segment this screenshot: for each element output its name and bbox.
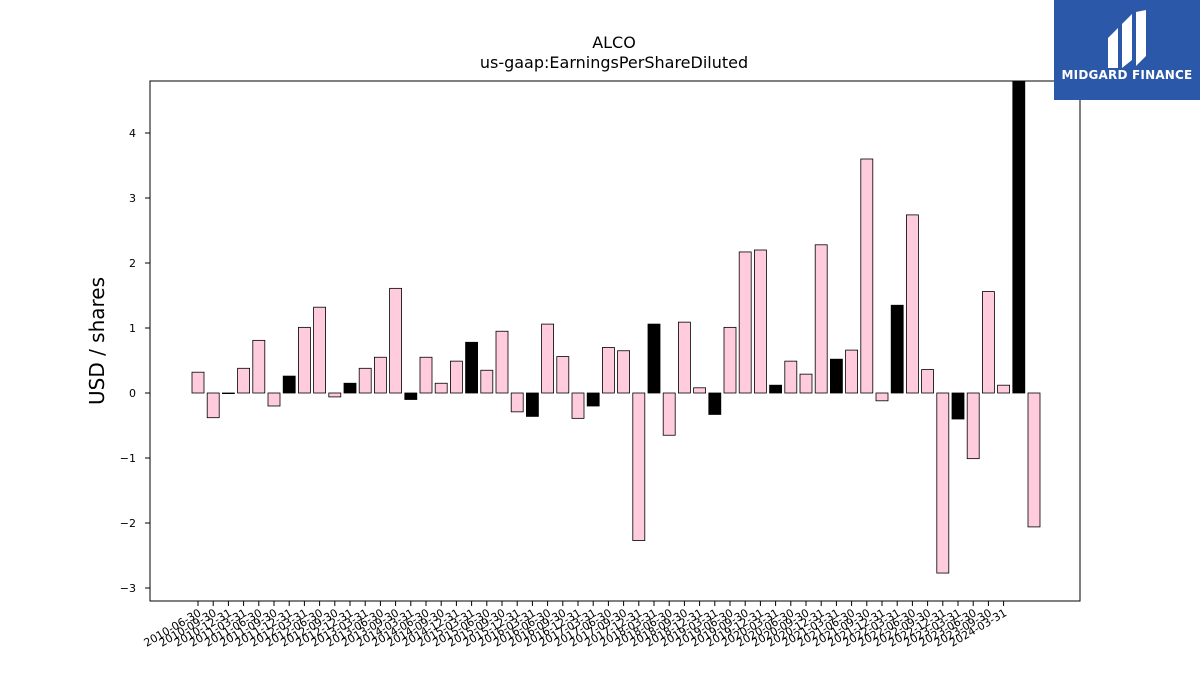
chart-title: ALCO (592, 33, 636, 52)
bar-44 (860, 158, 874, 394)
bar-20 (495, 330, 509, 394)
bar-2 (221, 392, 235, 395)
bar-26 (586, 392, 600, 407)
bar-4 (252, 339, 266, 394)
bar-51 (966, 392, 980, 460)
bar-23 (541, 323, 554, 394)
bar-21 (510, 392, 524, 413)
midgard-logo-icon (1108, 10, 1146, 68)
logo-text: MIDGARD FINANCE (1061, 68, 1193, 82)
bar-43 (845, 349, 858, 394)
y-axis: −3 −2 −1 0 1 2 3 4 (120, 127, 150, 595)
bar-13 (389, 287, 403, 394)
bar-50 (951, 392, 965, 420)
bar-19 (480, 369, 494, 394)
bar-14 (404, 392, 418, 400)
bar-41 (814, 244, 828, 394)
bars-group (191, 80, 1041, 574)
bar-36 (738, 251, 752, 394)
bar-24 (556, 356, 570, 394)
bar-9 (328, 392, 342, 398)
x-axis: 2010-06-302010-09-302010-12-312011-03-31… (142, 601, 1009, 650)
bar-3 (237, 367, 251, 394)
bar-35 (723, 326, 737, 394)
y-tick-label: 1 (129, 322, 136, 335)
bar-33 (693, 387, 706, 394)
bar-7 (297, 326, 311, 394)
bar-10 (343, 382, 357, 394)
bar-29 (632, 392, 646, 541)
bar-54 (1012, 80, 1026, 394)
plot-frame (149, 80, 1081, 602)
chart-subtitle: us-gaap:EarningsPerShareDiluted (480, 53, 748, 72)
bar-22 (526, 392, 539, 417)
y-tick-label: 0 (129, 387, 136, 400)
bar-48 (921, 369, 934, 394)
bar-53 (997, 384, 1010, 394)
bar-47 (906, 214, 919, 394)
bar-30 (647, 323, 661, 394)
bar-31 (662, 392, 676, 436)
bar-46 (890, 304, 904, 394)
y-tick-label: −3 (120, 582, 136, 595)
bar-39 (784, 360, 798, 394)
bar-5 (267, 392, 281, 407)
bar-0 (191, 371, 205, 394)
bar-32 (678, 321, 691, 394)
bar-37 (754, 249, 767, 394)
bar-1 (206, 392, 220, 419)
bar-49 (936, 392, 950, 574)
bar-45 (875, 392, 889, 402)
bar-38 (769, 384, 782, 394)
bar-11 (358, 367, 372, 394)
bar-25 (571, 392, 585, 419)
bar-17 (449, 360, 463, 394)
bar-27 (602, 347, 615, 394)
bar-55 (1027, 392, 1041, 528)
y-tick-label: 3 (129, 192, 136, 205)
bar-40 (799, 373, 813, 394)
y-tick-label: 2 (129, 257, 136, 270)
y-tick-label: −2 (120, 517, 136, 530)
bar-12 (373, 356, 387, 394)
bar-18 (465, 341, 479, 394)
y-tick-label: −1 (120, 452, 136, 465)
y-tick-label: 4 (129, 127, 136, 140)
bar-6 (282, 375, 296, 394)
bar-34 (708, 392, 722, 415)
bar-8 (313, 306, 327, 394)
bar-42 (830, 358, 843, 394)
midgard-finance-logo: MIDGARD FINANCE (1054, 0, 1200, 100)
bar-15 (419, 356, 433, 394)
y-axis-label: USD / shares (85, 277, 109, 405)
bar-28 (617, 350, 630, 394)
bar-52 (982, 291, 995, 394)
bar-16 (434, 382, 448, 394)
